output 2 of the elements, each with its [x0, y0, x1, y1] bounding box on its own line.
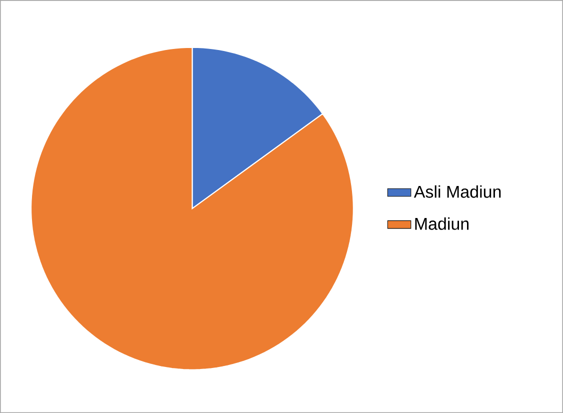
legend-label: Madiun: [415, 217, 469, 230]
legend-label: Asli Madiun: [414, 185, 501, 198]
